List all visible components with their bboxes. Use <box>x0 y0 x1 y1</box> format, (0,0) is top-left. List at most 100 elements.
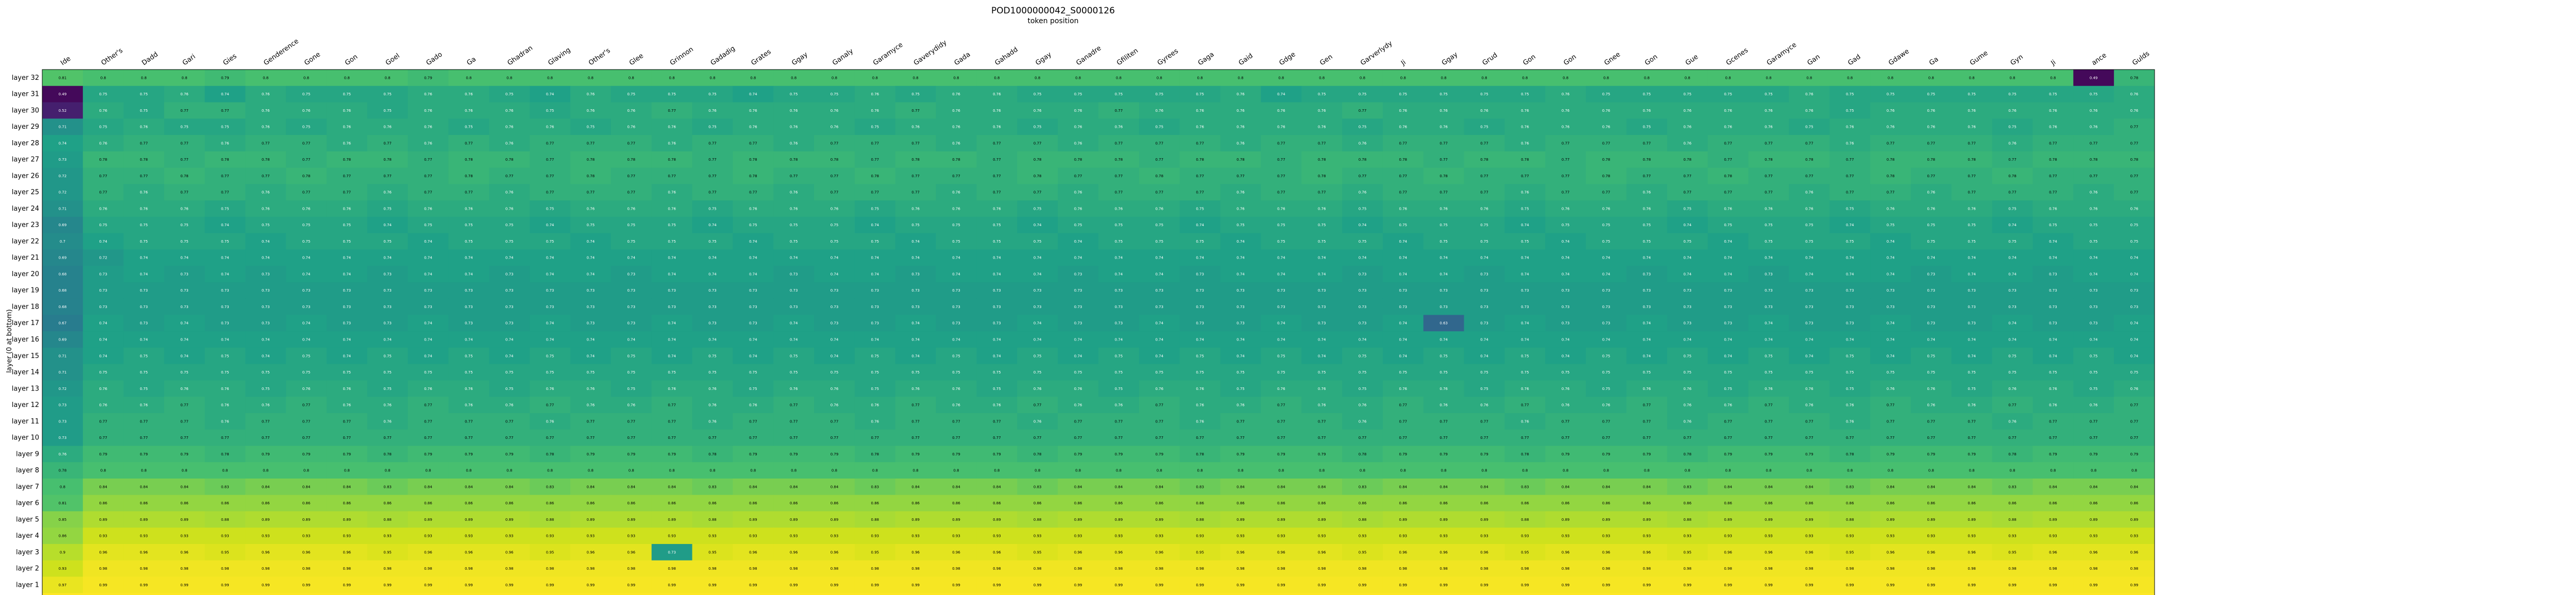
heatmap-cell <box>42 135 83 152</box>
cell-value-label: 0.73 <box>343 321 351 326</box>
column-tick-label: Gon <box>1522 53 1537 67</box>
heatmap-cell <box>976 167 1018 184</box>
cell-value-label: 0.77 <box>424 436 432 440</box>
heatmap-cell <box>286 167 327 184</box>
cell-value-label: 0.73 <box>952 321 960 326</box>
heatmap-cell <box>976 70 1018 87</box>
cell-value-label: 0.76 <box>465 207 473 211</box>
cell-value-label: 0.77 <box>221 109 229 113</box>
cell-value-label: 0.86 <box>505 501 514 505</box>
cell-value-label: 0.74 <box>1236 272 1245 276</box>
cell-value-label: 0.77 <box>749 141 757 145</box>
cell-value-label: 0.74 <box>1683 256 1691 260</box>
cell-value-label: 0.74 <box>871 223 879 227</box>
cell-value-label: 0.85 <box>59 518 67 522</box>
cell-value-label: 0.73 <box>1399 305 1408 309</box>
heatmap-cell <box>1910 102 1952 119</box>
heatmap-cell <box>164 167 205 184</box>
cell-value-label: 0.8 <box>1400 469 1406 473</box>
cell-value-label: 0.74 <box>546 272 554 276</box>
cell-value-label: 0.75 <box>1805 223 1814 227</box>
heatmap-cell <box>1017 118 1058 135</box>
cell-value-label: 0.75 <box>1927 240 1936 244</box>
cell-value-label: 0.96 <box>1480 550 1488 554</box>
cell-value-label: 0.99 <box>1927 583 1936 587</box>
heatmap-cell <box>2114 135 2155 152</box>
cell-value-label: 0.8 <box>1197 469 1203 473</box>
row-tick-label: layer 23 <box>12 222 39 229</box>
cell-value-label: 0.73 <box>262 288 270 293</box>
cell-value-label: 0.73 <box>140 305 148 309</box>
cell-value-label: 0.89 <box>1155 518 1163 522</box>
cell-value-label: 0.89 <box>1399 518 1408 522</box>
cell-value-label: 0.76 <box>99 141 107 145</box>
cell-value-label: 0.93 <box>343 534 351 538</box>
heatmap-cell <box>1748 167 1789 184</box>
heatmap-cell <box>692 184 733 201</box>
heatmap-cell <box>611 151 652 168</box>
cell-value-label: 0.75 <box>221 354 229 358</box>
cell-value-label: 0.99 <box>140 583 148 587</box>
cell-value-label: 0.76 <box>993 403 1001 407</box>
heatmap-cell <box>1220 200 1261 217</box>
cell-value-label: 0.75 <box>1602 223 1611 227</box>
cell-value-label: 0.79 <box>2049 452 2057 456</box>
cell-value-label: 0.75 <box>708 92 717 96</box>
cell-value-label: 0.8 <box>385 76 391 80</box>
cell-value-label: 0.77 <box>1562 174 1570 178</box>
cell-value-label: 0.76 <box>99 403 107 407</box>
cell-value-label: 0.96 <box>952 550 960 554</box>
cell-value-label: 0.75 <box>911 223 920 227</box>
cell-value-label: 0.77 <box>708 158 717 162</box>
heatmap-cell <box>1098 593 1140 595</box>
cell-value-label: 0.84 <box>1155 485 1163 489</box>
cell-value-label: 0.77 <box>587 141 595 145</box>
cell-value-label: 0.78 <box>465 174 473 178</box>
heatmap-cell <box>2032 102 2074 119</box>
cell-value-label: 0.89 <box>262 518 270 522</box>
cell-value-label: 0.76 <box>1196 403 1204 407</box>
heatmap-cell <box>530 184 571 201</box>
cell-value-label: 0.74 <box>1115 338 1123 342</box>
heatmap-cell <box>123 593 165 595</box>
cell-value-label: 0.73 <box>1724 305 1732 309</box>
cell-value-label: 0.77 <box>1439 158 1448 162</box>
heatmap-cell <box>1910 135 1952 152</box>
cell-value-label: 0.75 <box>790 370 798 375</box>
cell-value-label: 0.73 <box>790 272 798 276</box>
cell-value-label: 0.74 <box>952 338 960 342</box>
heatmap-cell <box>1464 200 1505 217</box>
cell-value-label: 0.73 <box>2090 321 2098 326</box>
cell-value-label: 0.75 <box>1846 92 1854 96</box>
heatmap-cell <box>1017 593 1058 595</box>
heatmap-cell <box>936 151 977 168</box>
row-tick-label: layer 26 <box>12 172 39 180</box>
heatmap-cell <box>1545 593 1586 595</box>
cell-value-label: 0.8 <box>750 469 756 473</box>
cell-value-label: 0.75 <box>1359 387 1367 391</box>
cell-value-label: 0.76 <box>383 419 392 423</box>
cell-value-label: 0.86 <box>59 534 67 538</box>
cell-value-label: 0.75 <box>1318 223 1326 227</box>
cell-value-label: 0.89 <box>668 518 676 522</box>
cell-value-label: 0.93 <box>424 534 432 538</box>
cell-value-label: 0.76 <box>790 125 798 129</box>
cell-value-label: 0.73 <box>1155 305 1163 309</box>
cell-value-label: 0.76 <box>221 387 229 391</box>
row-tick-label: layer 24 <box>12 205 39 213</box>
cell-value-label: 0.77 <box>993 174 1001 178</box>
heatmap-cell <box>82 200 124 217</box>
heatmap-cell <box>2073 593 2114 595</box>
heatmap-cell <box>1910 151 1952 168</box>
cell-value-label: 0.75 <box>627 240 635 244</box>
cell-value-label: 0.76 <box>1805 191 1814 195</box>
heatmap-cell <box>1098 70 1140 87</box>
cell-value-label: 0.99 <box>1480 583 1488 587</box>
row-tick-label: layer 20 <box>12 270 39 278</box>
cell-value-label: 0.76 <box>911 207 920 211</box>
heatmap-cell <box>42 70 83 87</box>
cell-value-label: 0.74 <box>1399 256 1408 260</box>
cell-value-label: 0.77 <box>871 436 879 440</box>
cell-value-label: 0.75 <box>1439 223 1448 227</box>
